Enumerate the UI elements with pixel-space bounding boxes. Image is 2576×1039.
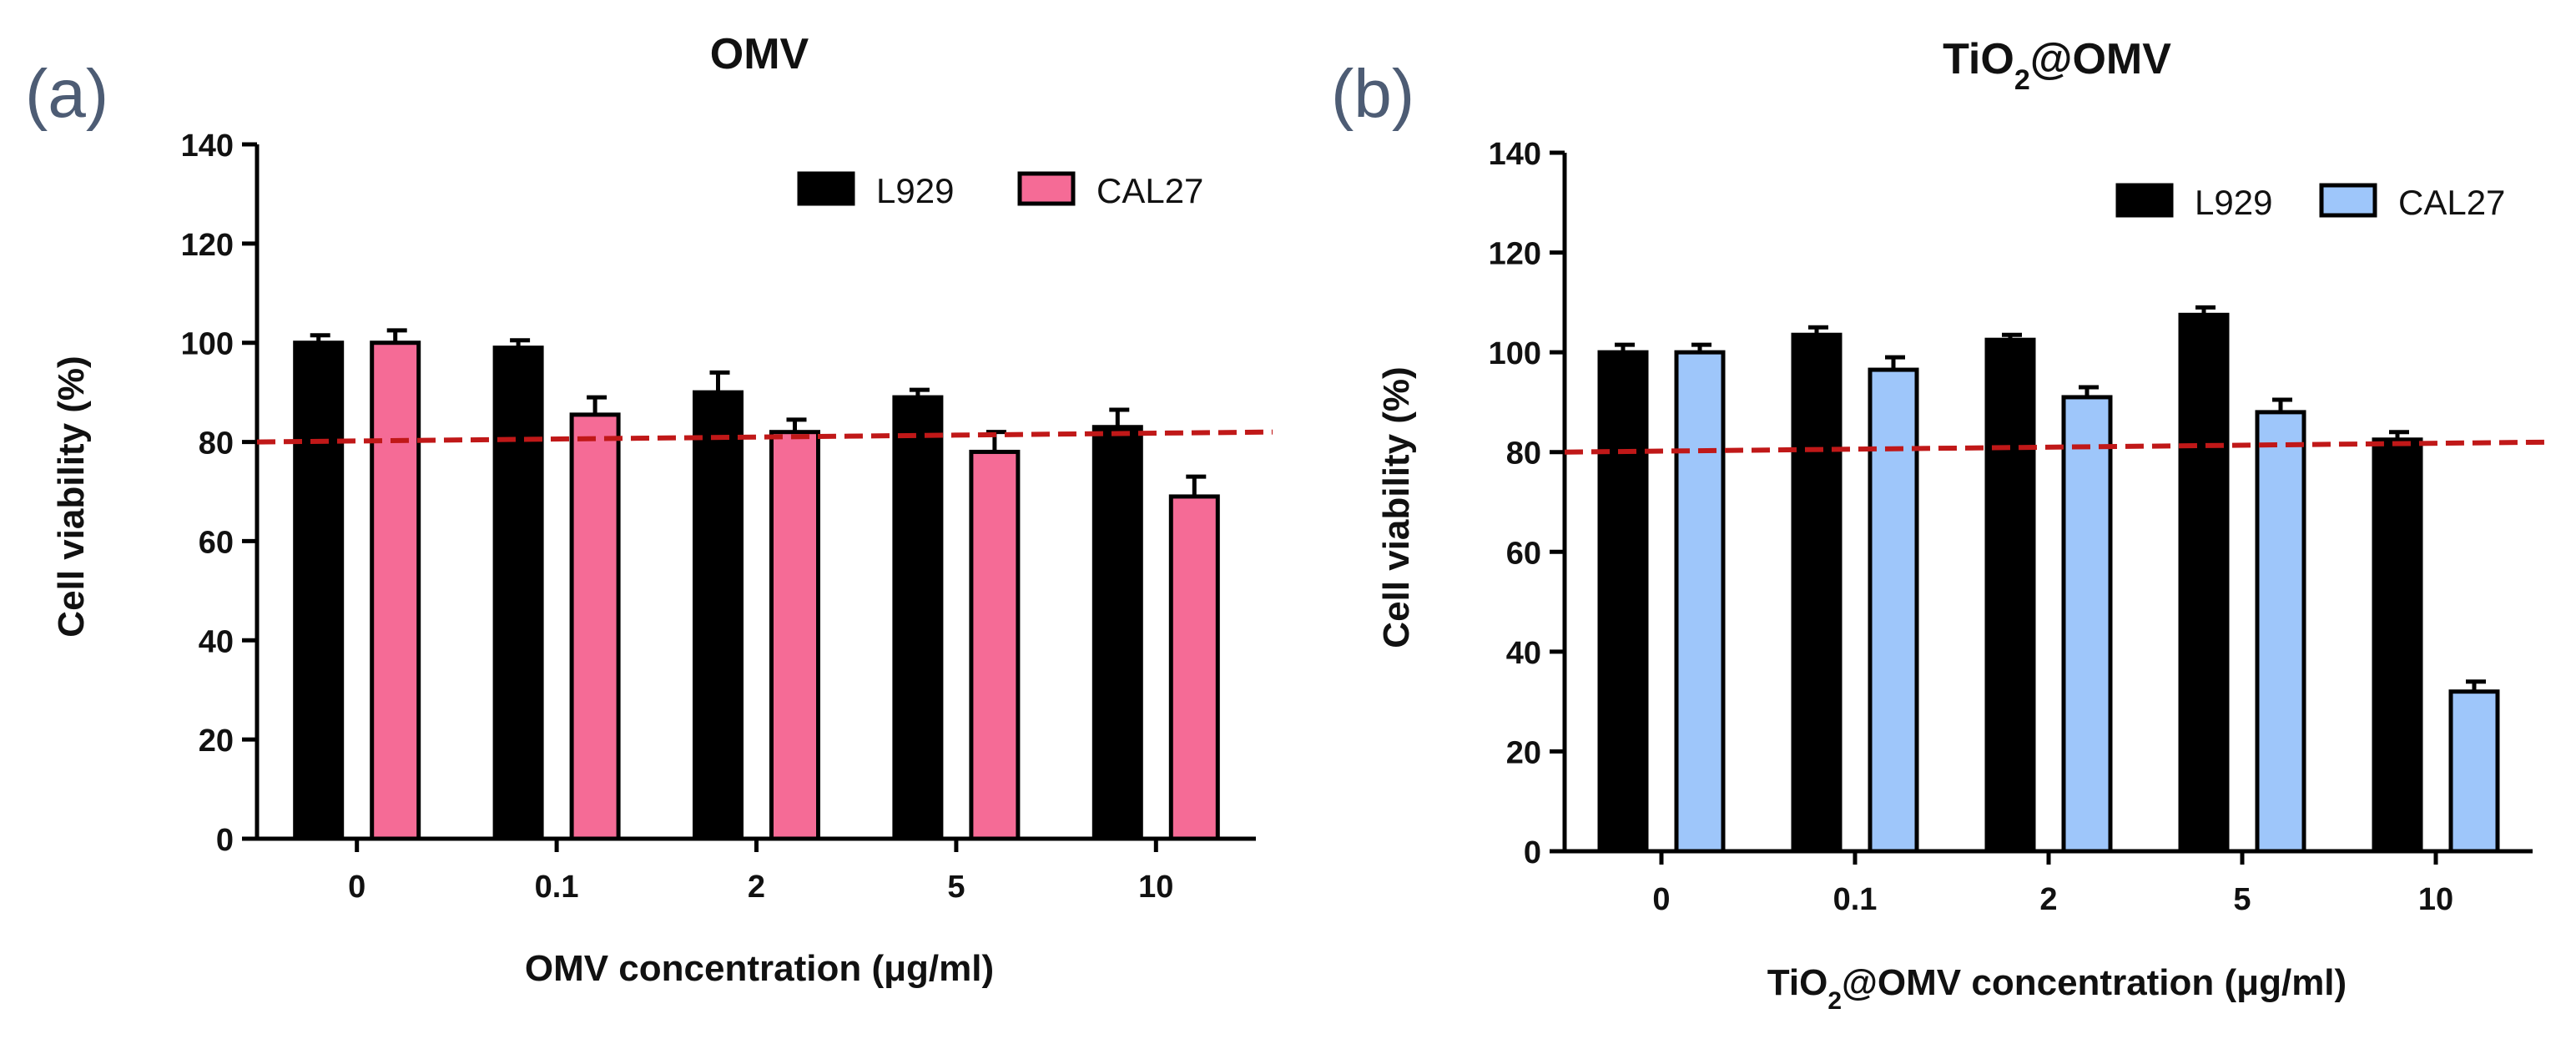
y-tick-label: 80	[199, 426, 234, 461]
bar-l929-2	[1984, 337, 2036, 854]
panel-b-ylabel: Cell viability (%)	[1376, 366, 1417, 648]
legend-label-l929: L929	[876, 171, 954, 210]
x-tick-label: 5	[947, 870, 965, 905]
legend-swatch-cal27	[1017, 171, 1076, 206]
reference-line	[1564, 439, 2550, 455]
bar-l929-0.1	[1791, 332, 1843, 854]
bar-l929-0.1	[492, 345, 544, 841]
bar-cal27-10	[1168, 494, 1220, 841]
y-tick-label: 20	[199, 724, 234, 759]
bar-cal27-0.1	[1868, 367, 1919, 854]
y-tick-label: 60	[1506, 536, 1541, 571]
x-tick-label: 0.1	[1833, 882, 1878, 917]
panel-b-legend: L929 CAL27	[2115, 183, 2505, 222]
x-tick-label: 0	[348, 870, 365, 905]
panel-b-xlabel: TiO2@OMV concentration (μg/ml)	[1767, 962, 2347, 1015]
bar-l929-0	[1597, 350, 1649, 854]
x-tick-label: 0.1	[535, 870, 579, 905]
x-tick-label: 10	[1138, 870, 1173, 905]
legend-label-l929: L929	[2195, 183, 2272, 222]
y-tick-label: 60	[199, 525, 234, 560]
bar-cal27-5	[969, 449, 1021, 841]
panel-b-title: TiO2@OMV	[1943, 35, 2171, 96]
bar-cal27-0	[370, 340, 421, 841]
bar-cal27-2	[2061, 395, 2113, 854]
bar-cal27-5	[2255, 410, 2306, 854]
panel-a: (a) OMV OMV concentration (μg/ml) Cell v…	[25, 30, 1273, 989]
y-tick-label: 140	[1489, 137, 1541, 172]
panel-b-label: (b)	[1331, 56, 1414, 132]
legend-swatch-l929	[2115, 183, 2174, 218]
y-tick-label: 40	[1506, 636, 1541, 671]
x-tick-label: 5	[2233, 882, 2251, 917]
y-tick-label: 20	[1506, 735, 1541, 770]
bar-l929-0	[293, 340, 345, 841]
y-tick-label: 120	[1489, 237, 1541, 272]
bar-l929-10	[2372, 437, 2423, 854]
legend-label-cal27: CAL27	[1096, 171, 1203, 210]
panel-a-ylabel: Cell viability (%)	[51, 356, 92, 637]
bar-l929-5	[892, 395, 944, 841]
panel-b: (b) TiO2@OMV TiO2@OMV concentration (μg/…	[1331, 35, 2550, 1015]
y-tick-label: 140	[181, 129, 234, 164]
panel-a-title: OMV	[710, 30, 809, 78]
panel-a-xlabel: OMV concentration (μg/ml)	[525, 948, 994, 989]
legend-label-cal27: CAL27	[2398, 183, 2505, 222]
y-tick-label: 0	[216, 823, 234, 858]
bar-cal27-10	[2448, 689, 2500, 854]
x-tick-label: 10	[2418, 882, 2453, 917]
legend-swatch-l929	[797, 171, 855, 206]
y-tick-label: 0	[1524, 835, 1541, 870]
x-tick-label: 2	[748, 870, 765, 905]
bar-l929-2	[693, 390, 744, 841]
bar-l929-10	[1091, 425, 1143, 841]
bar-cal27-0.1	[569, 412, 621, 841]
panel-a-label: (a)	[25, 56, 108, 132]
x-tick-label: 0	[1652, 882, 1670, 917]
y-tick-label: 100	[1489, 336, 1541, 371]
bar-cal27-0	[1674, 350, 1726, 854]
panel-a-legend: L929 CAL27	[797, 171, 1203, 210]
bar-cal27-2	[769, 430, 820, 841]
y-tick-label: 40	[199, 624, 234, 659]
y-tick-label: 120	[181, 228, 234, 263]
x-tick-label: 2	[2039, 882, 2057, 917]
bar-l929-5	[2178, 312, 2230, 854]
y-tick-label: 80	[1506, 436, 1541, 472]
legend-swatch-cal27	[2319, 183, 2377, 218]
reference-line	[256, 429, 1273, 445]
y-tick-label: 100	[181, 327, 234, 362]
